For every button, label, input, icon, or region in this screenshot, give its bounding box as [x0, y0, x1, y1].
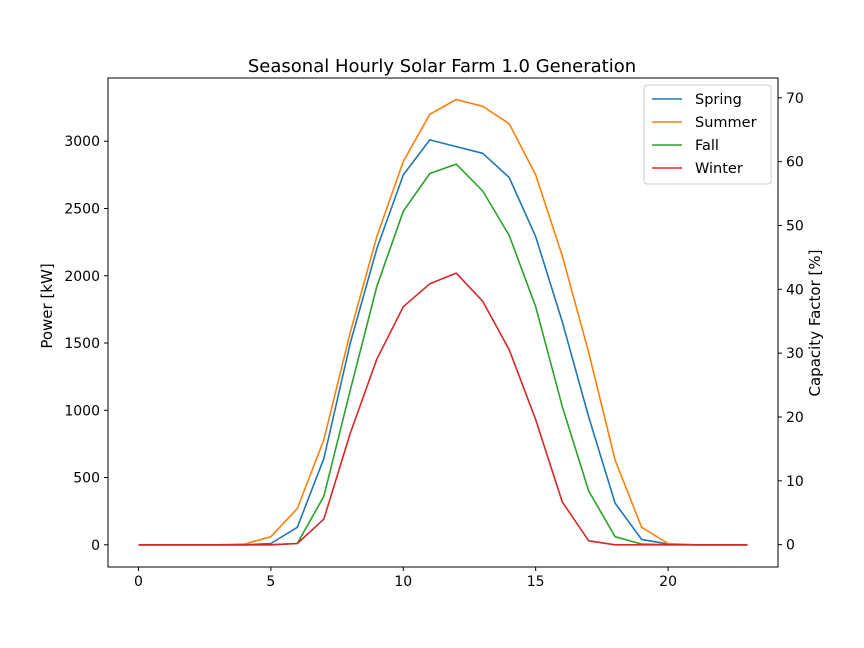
- legend-label-summer: Summer: [695, 115, 757, 131]
- series-line-winter: [138, 272, 748, 546]
- y-tick-label-right: 10: [786, 474, 804, 490]
- x-tick-label: 0: [134, 574, 143, 590]
- y-tick-label-right: 60: [786, 155, 804, 171]
- y-axis-label-right: Capacity Factor [%]: [806, 250, 824, 397]
- y-axis-left: 0 500 1000 1500 2000 2500 3000: [64, 134, 108, 554]
- legend-label-winter: Winter: [695, 161, 743, 177]
- plot-frame: [107, 77, 779, 568]
- y-tick-label-left: 500: [73, 471, 100, 487]
- legend-label-fall: Fall: [695, 138, 719, 154]
- x-axis: 0 5 10 15 20: [134, 567, 677, 590]
- x-tick-label: 15: [527, 574, 545, 590]
- legend: Spring Summer Fall Winter: [643, 84, 772, 185]
- legend-label-spring: Spring: [695, 92, 742, 108]
- series-line-spring: [138, 139, 748, 546]
- y-tick-label-right: 70: [786, 91, 804, 107]
- y-tick-label-right: 30: [786, 346, 804, 362]
- legend-box: [643, 84, 772, 185]
- y-tick-label-left: 3000: [64, 134, 100, 150]
- y-tick-label-left: 0: [91, 538, 100, 554]
- series-line-fall: [138, 163, 748, 546]
- y-axis-right: 0 10 20 30 40 50 60 70: [778, 91, 804, 554]
- y-tick-label-right: 40: [786, 282, 804, 298]
- x-tick-label: 10: [394, 574, 412, 590]
- x-tick-label: 5: [266, 574, 275, 590]
- y-tick-label-right: 20: [786, 410, 804, 426]
- y-tick-label-left: 1000: [64, 403, 100, 419]
- y-tick-label-left: 2500: [64, 201, 100, 217]
- y-tick-label-right: 50: [786, 218, 804, 234]
- y-tick-label-left: 1500: [64, 336, 100, 352]
- x-tick-label: 20: [659, 574, 677, 590]
- plot-lines: [138, 98, 748, 546]
- y-axis-label-left: Power [kW]: [38, 263, 56, 348]
- y-tick-label-left: 2000: [64, 269, 100, 285]
- y-tick-label-right: 0: [786, 538, 795, 554]
- chart-title: Seasonal Hourly Solar Farm 1.0 Generatio…: [248, 56, 636, 77]
